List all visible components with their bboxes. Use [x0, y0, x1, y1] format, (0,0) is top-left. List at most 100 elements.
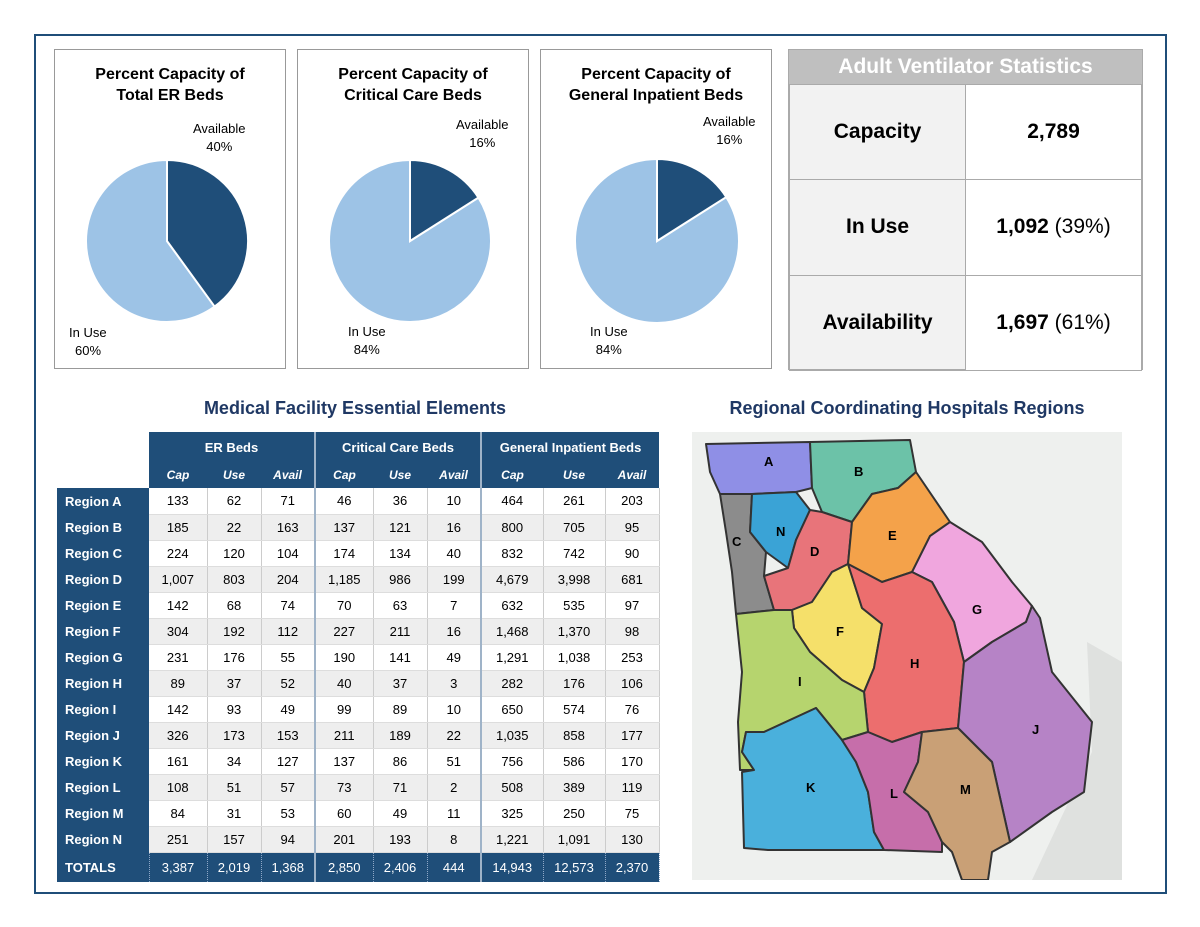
svg-text:F: F [836, 624, 844, 639]
table-cell: 1,221 [480, 826, 544, 853]
totals-cell: 14,943 [480, 852, 544, 882]
table-cell: 1,007 [149, 566, 208, 593]
pie-title: Percent Capacity of Total ER Beds [95, 66, 245, 104]
subheader-use: Use [543, 462, 605, 488]
table-cell: 119 [605, 774, 660, 801]
pie-chart-er-beds [85, 158, 249, 323]
ventilator-value: 2,789 [965, 83, 1142, 181]
svg-text:N: N [776, 524, 785, 539]
table-cell: 141 [373, 644, 428, 671]
table-cell: 98 [605, 618, 660, 645]
table-cell: 137 [314, 514, 374, 541]
table-cell: 650 [480, 696, 544, 723]
table-cell: 3,998 [543, 566, 606, 593]
table-cell: 112 [261, 618, 316, 645]
ventilator-label: In Use [789, 179, 966, 276]
table-cell: 90 [605, 540, 660, 567]
table-cell: 74 [261, 592, 316, 619]
table-cell: 94 [261, 826, 316, 853]
svg-text:E: E [888, 528, 897, 543]
table-cell: 55 [261, 644, 316, 671]
ventilator-label: Capacity [789, 83, 966, 181]
table-cell: 53 [261, 800, 316, 827]
table-cell: 127 [261, 748, 316, 775]
region-name: Region F [57, 618, 149, 644]
table-cell: 803 [207, 566, 262, 593]
table-cell: 161 [149, 748, 208, 775]
totals-cell: 2,370 [605, 852, 660, 882]
group-header-critical-care: Critical Care Beds [314, 432, 481, 462]
header-blank [57, 462, 149, 488]
svg-text:M: M [960, 782, 971, 797]
table-cell: 40 [427, 540, 482, 567]
table-cell: 176 [207, 644, 262, 671]
totals-cell: 3,387 [149, 852, 208, 882]
table-cell: 46 [314, 488, 374, 515]
table-cell: 185 [149, 514, 208, 541]
pie-title: Percent Capacity of General Inpatient Bed… [568, 66, 744, 104]
table-cell: 190 [314, 644, 374, 671]
table-cell: 304 [149, 618, 208, 645]
table-cell: 3 [427, 670, 482, 697]
table-cell: 250 [543, 800, 606, 827]
region-name: Region K [57, 748, 149, 774]
table-row: Region N 251 157 94 201 193 8 1,221 1,091 130 [57, 826, 660, 853]
available-label: Available 40% [193, 121, 246, 154]
pie-card-general-inpatient-beds: Percent Capacity of General Inpatient Bed… [540, 49, 772, 369]
table-cell: 174 [314, 540, 374, 567]
table-cell: 137 [314, 748, 374, 775]
table-cell: 800 [480, 514, 544, 541]
table-cell: 71 [373, 774, 428, 801]
table-cell: 8 [427, 826, 482, 853]
table-cell: 16 [427, 514, 482, 541]
svg-text:D: D [810, 544, 819, 559]
header-blank [57, 432, 149, 462]
pie-slice-in-use [85, 158, 217, 323]
ventilator-value: 1,092 (39%) [965, 179, 1142, 276]
table-cell: 326 [149, 722, 208, 749]
table-row: Region H 89 37 52 40 37 3 282 176 106 [57, 670, 660, 697]
table-cell: 97 [605, 592, 660, 619]
table-cell: 389 [543, 774, 606, 801]
table-row: Region A 133 62 71 46 36 10 464 261 203 [57, 488, 660, 515]
ventilator-label: Availability [789, 274, 966, 372]
table-cell: 282 [480, 670, 544, 697]
table-cell: 10 [427, 488, 482, 515]
pie-chart-critical-care-beds [328, 158, 492, 323]
table-cell: 40 [314, 670, 374, 697]
table-row: Region E 142 68 74 70 63 7 632 535 97 [57, 592, 660, 619]
table-cell: 204 [261, 566, 316, 593]
totals-cell: 1,368 [261, 852, 316, 882]
dashboard-frame [34, 34, 1167, 894]
ventilator-value: 1,697 (61%) [965, 274, 1142, 372]
table-cell: 7 [427, 592, 482, 619]
svg-text:G: G [972, 602, 982, 617]
table-cell: 31 [207, 800, 262, 827]
table-cell: 325 [480, 800, 544, 827]
table-cell: 1,091 [543, 826, 606, 853]
table-cell: 89 [149, 670, 208, 697]
table-cell: 106 [605, 670, 660, 697]
table-cell: 705 [543, 514, 606, 541]
totals-row: TOTALS 3,387 2,019 1,368 2,850 2,406 444 14,943… [57, 852, 660, 882]
region-name: Region H [57, 670, 149, 696]
table-cell: 70 [314, 592, 374, 619]
table-cell: 130 [605, 826, 660, 853]
table-cell: 1,038 [543, 644, 606, 671]
table-row: Region F 304 192 112 227 211 16 1,468 1,370 98 [57, 618, 660, 645]
table-cell: 203 [605, 488, 660, 515]
table-cell: 1,468 [480, 618, 544, 645]
pie-slice-in-use [574, 157, 740, 324]
inuse-label: In Use 60% [69, 325, 107, 358]
table-row: Region I 142 93 49 99 89 10 650 574 76 [57, 696, 660, 723]
table-cell: 253 [605, 644, 660, 671]
table-cell: 84 [149, 800, 208, 827]
regions-map: A B C N D E G F H I J K L M [692, 432, 1122, 881]
table-cell: 37 [207, 670, 262, 697]
totals-cell: 444 [427, 852, 482, 882]
table-cell: 37 [373, 670, 428, 697]
region-name: Region A [57, 488, 149, 514]
ventilator-row-capacity: Capacity 2,789 [789, 83, 1142, 181]
pie-card-critical-care-beds: Percent Capacity of Critical Care Beds Av… [297, 49, 529, 369]
table-cell: 173 [207, 722, 262, 749]
